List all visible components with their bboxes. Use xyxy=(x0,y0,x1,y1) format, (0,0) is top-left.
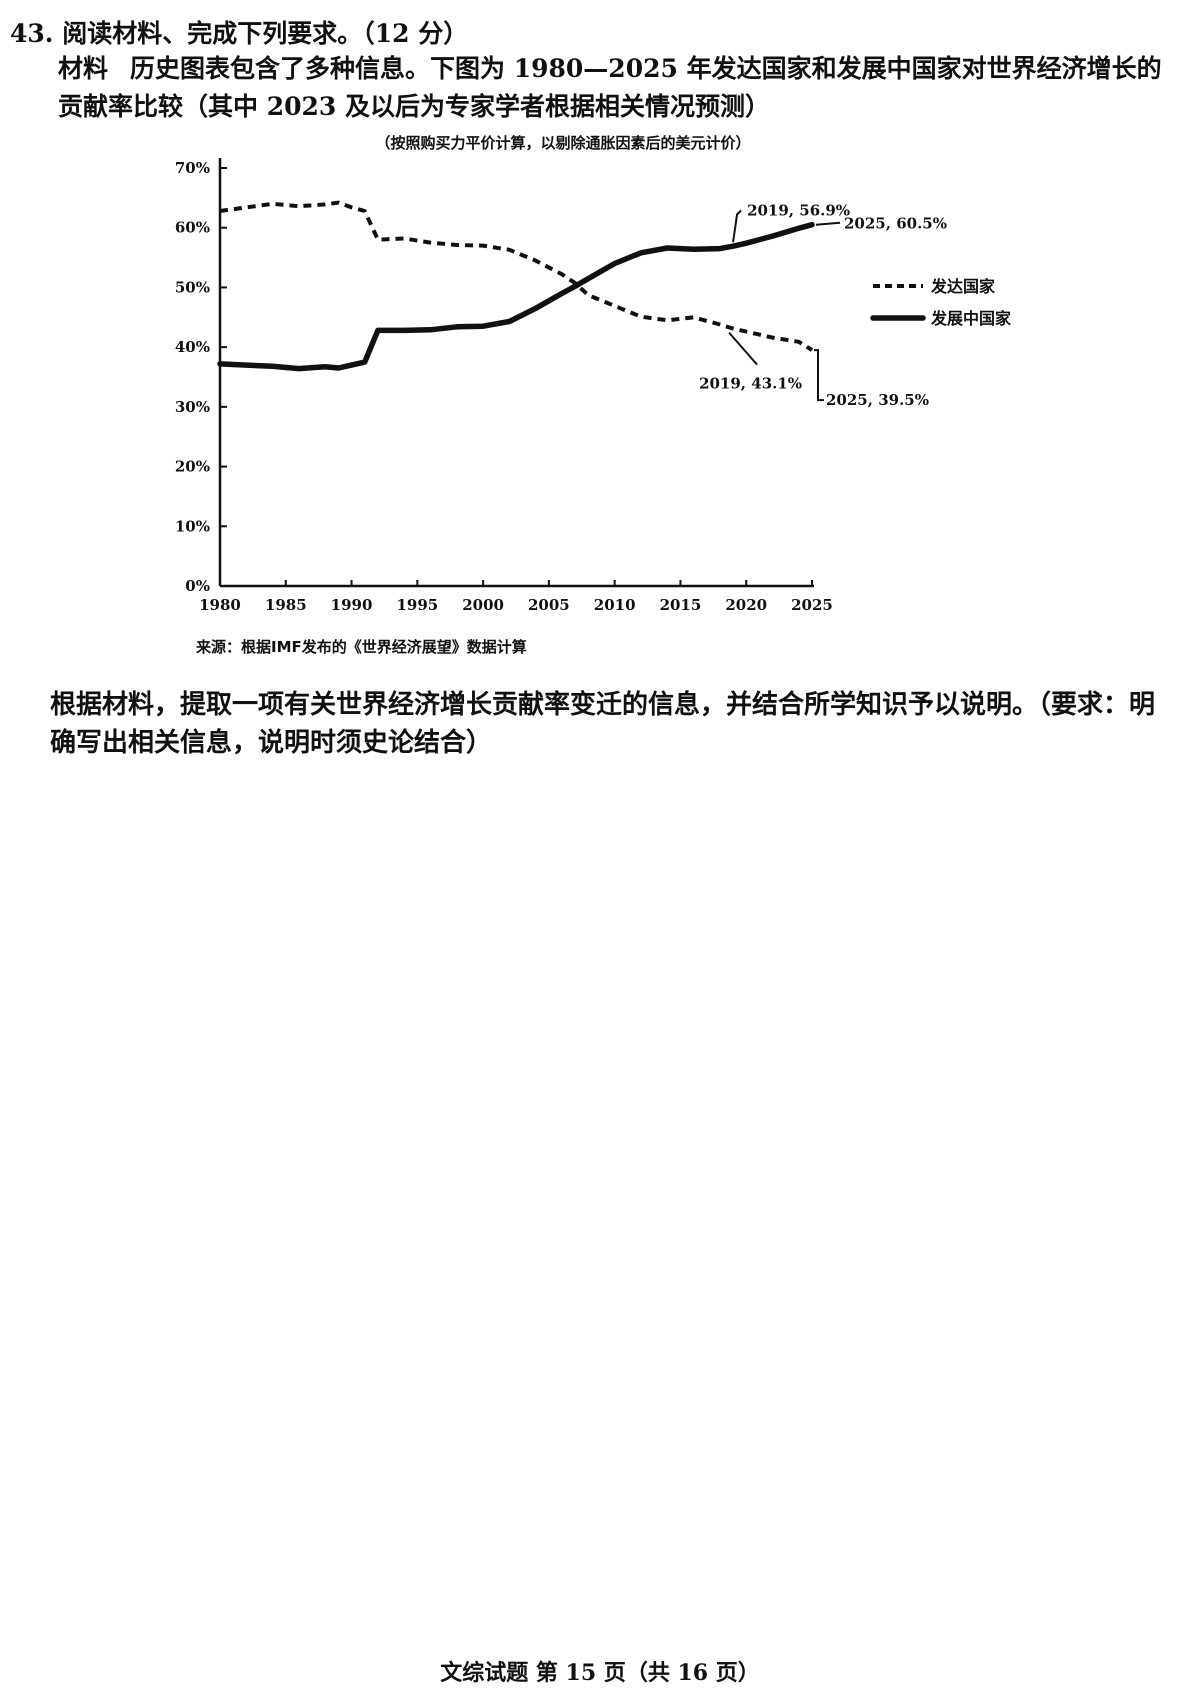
question-prompt: 根据材料，提取一项有关世界经济增长贡献率变迁的信息，并结合所学知识予以说明。（要… xyxy=(50,690,1156,758)
y-tick-label: 30% xyxy=(175,398,210,416)
annotation-label: 2025, 39.5% xyxy=(826,391,929,409)
annotation-leader xyxy=(815,221,841,226)
x-tick-label: 2025 xyxy=(791,596,833,614)
annotation-label: 2019, 43.1% xyxy=(699,375,802,393)
x-tick-label: 2015 xyxy=(660,596,702,614)
material-paragraph: 材料 历史图表包含了多种信息。下图为 1980—2025 年发达国家和发展中国家对… xyxy=(58,50,1183,126)
x-tick-label: 1985 xyxy=(265,596,307,614)
x-tick-label: 2010 xyxy=(594,596,636,614)
x-tick-label: 2005 xyxy=(528,596,570,614)
x-tick-label: 1980 xyxy=(199,596,241,614)
material-label: 材料 xyxy=(58,54,109,83)
y-tick-label: 50% xyxy=(175,278,210,296)
annotation-leader xyxy=(728,331,758,366)
x-tick-label: 2020 xyxy=(725,596,767,614)
y-tick-label: 70% xyxy=(175,159,210,177)
y-tick-label: 40% xyxy=(175,338,210,356)
y-tick-label: 10% xyxy=(175,517,210,535)
series-line-developed xyxy=(219,200,814,352)
y-tick-label: 20% xyxy=(175,458,210,476)
page-footer: 文综试题 第 15 页（共 16 页） xyxy=(440,1660,760,1686)
legend-label-developed: 发达国家 xyxy=(930,277,996,296)
material-text: 历史图表包含了多种信息。下图为 1980—2025 年发达国家和发展中国家对世界… xyxy=(58,54,1162,121)
annotation-label: 2019, 56.9% xyxy=(747,201,850,219)
y-tick-label: 0% xyxy=(185,577,210,595)
chart-subtitle: （按照购买力平价计算，以剔除通胀因素后的美元计价） xyxy=(375,134,750,152)
chart-container: （按照购买力平价计算，以剔除通胀因素后的美元计价） 0% 10% 20% 30% 40% 5… xyxy=(0,126,1200,666)
question-header: 43. 阅读材料、完成下列要求。（12 分） xyxy=(10,19,469,48)
line-chart: （按照购买力平价计算，以剔除通胀因素后的美元计价） 0% 10% 20% 30% 40% 5… xyxy=(175,134,1012,656)
annotation-leader xyxy=(732,209,742,243)
x-tick-label: 1990 xyxy=(331,596,373,614)
annotation-label: 2025, 60.5% xyxy=(844,215,947,233)
legend-label-developing: 发展中国家 xyxy=(930,309,1012,328)
x-tick-label: 2000 xyxy=(462,596,504,614)
x-tick-label: 1995 xyxy=(396,596,438,614)
annotation-leader xyxy=(814,349,824,402)
y-tick-label: 60% xyxy=(175,219,210,237)
series-line-developing xyxy=(217,221,815,372)
chart-source: 来源：根据IMF发布的《世界经济展望》数据计算 xyxy=(195,638,527,656)
